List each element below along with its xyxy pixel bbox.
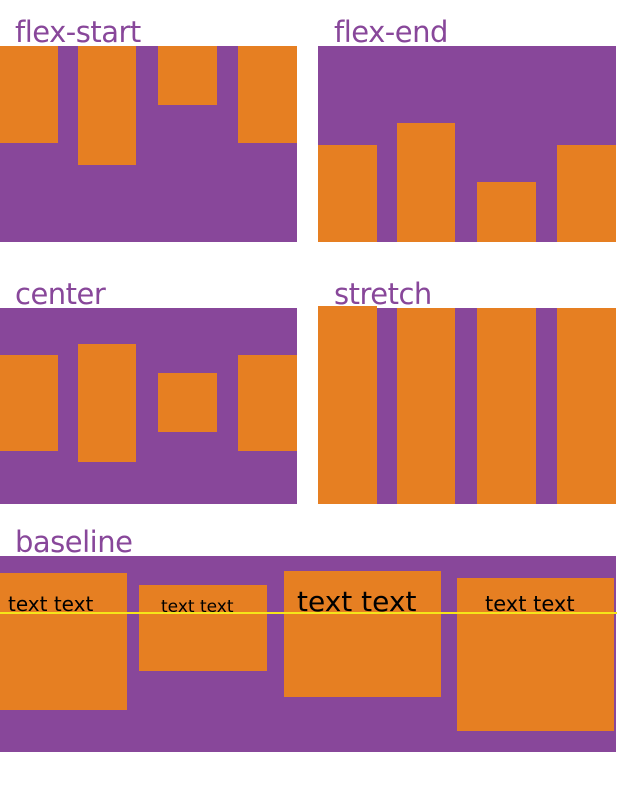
baseline-indicator-line: [0, 612, 617, 614]
item-text: text text: [485, 592, 575, 616]
center-container: [0, 308, 297, 504]
flex-item: [238, 355, 297, 451]
flex-item: [397, 308, 455, 504]
flex-item: [557, 308, 616, 504]
flex-start-container: [0, 46, 297, 242]
label-stretch: stretch: [334, 277, 432, 311]
flex-item: text text: [457, 578, 614, 731]
flex-item: [238, 46, 297, 143]
label-baseline: baseline: [15, 525, 133, 559]
flex-item: [318, 145, 377, 242]
flex-item: text text: [139, 585, 267, 671]
stretch-container: [318, 306, 616, 504]
item-text: text text: [8, 592, 94, 616]
flex-item: [477, 182, 536, 242]
item-text: text text: [297, 585, 417, 618]
label-flex-start: flex-start: [15, 15, 141, 49]
flex-item: text text: [284, 571, 441, 697]
flex-item: [318, 306, 377, 504]
flex-item: [557, 145, 616, 242]
label-flex-end: flex-end: [334, 15, 448, 49]
flex-item: [78, 46, 136, 165]
flex-end-container: [318, 46, 616, 242]
flex-item: [0, 355, 58, 451]
item-text: text text: [161, 597, 234, 617]
flex-item: [477, 308, 536, 504]
flex-item: [397, 123, 455, 242]
flex-item: text text: [0, 573, 127, 710]
baseline-container: text text text text text text text text: [0, 556, 616, 752]
flex-item: [158, 46, 217, 105]
flex-item: [78, 344, 136, 462]
flex-item: [0, 46, 58, 143]
label-center: center: [15, 277, 106, 311]
flex-item: [158, 373, 217, 432]
